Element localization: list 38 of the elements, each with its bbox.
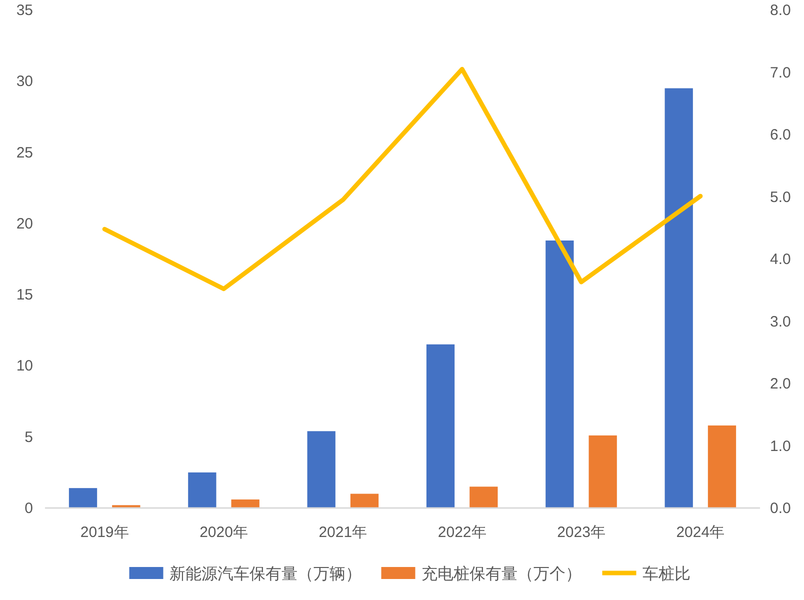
y2-tick-label: 0.0 [770,500,791,517]
bar [231,499,260,508]
bar [350,494,379,508]
y2-tick-label: 1.0 [770,438,791,455]
y2-tick-label: 6.0 [770,126,791,144]
bar [588,435,617,508]
bar [307,431,336,508]
y-tick-label: 0 [24,500,33,517]
bar [664,88,693,508]
bar [68,488,98,508]
x-tick-label: 2023年 [557,524,606,541]
y2-tick-label: 4.0 [770,251,791,268]
bar [188,472,216,508]
y-tick-label: 5 [24,428,33,446]
y2-tick-label: 5.0 [770,188,791,206]
x-tick-label: 2022年 [438,524,486,541]
legend-label: 车桩比 [642,565,690,583]
y2-tick-label: 7.0 [770,64,791,82]
legend-label: 新能源汽车保有量（万辆） [169,565,362,583]
x-tick-label: 2021年 [318,524,368,541]
y-tick-label: 25 [16,144,33,162]
y-tick-label: 35 [16,2,33,19]
y-tick-label: 15 [16,286,33,304]
line-series [102,66,703,292]
x-tick-label: 2020年 [200,524,248,541]
bar [426,344,455,508]
legend-label: 充电桩保有量（万个） [421,565,582,583]
x-tick-label: 2019年 [80,524,129,541]
bar [708,425,736,508]
y-tick-label: 30 [16,73,33,90]
y2-tick-label: 8.0 [770,2,791,19]
y-tick-label: 20 [16,215,33,232]
y2-tick-label: 2.0 [770,376,791,392]
bar [546,240,574,508]
bar [470,486,498,508]
y2-tick-label: 3.0 [770,313,791,330]
y-tick-label: 10 [16,358,33,375]
x-tick-label: 2024年 [676,524,725,541]
